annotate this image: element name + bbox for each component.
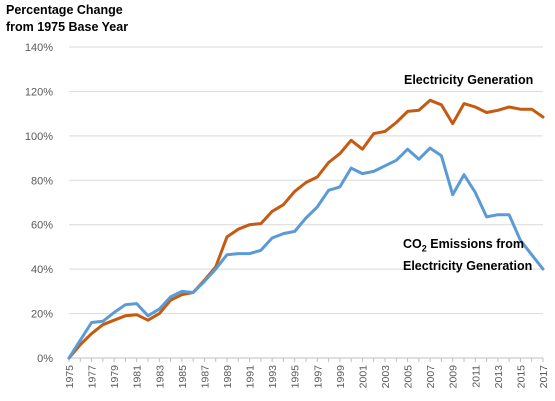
annotation-co2-line-1: CO2 Emissions from	[403, 236, 532, 258]
x-tick-label: 1995	[290, 365, 302, 389]
x-tick-label: 1993	[267, 365, 279, 389]
y-axis-title: Percentage Change from 1975 Base Year	[6, 2, 128, 36]
y-tick-label: 140%	[25, 42, 53, 54]
y-tick-label: 40%	[31, 264, 53, 276]
x-tick-label: 2007	[425, 365, 437, 389]
y-axis-title-line-2: from 1975 Base Year	[6, 20, 129, 34]
x-tick-label: 1979	[109, 365, 121, 389]
x-tick-label: 1991	[245, 365, 257, 389]
x-tick-labels: 1975 1977 1979 1981 1983 1985 1987 1989 1991 1993…	[64, 365, 550, 389]
y-axis-title-line-1: Percentage Change	[6, 3, 123, 17]
y-tick-label: 120%	[25, 86, 53, 98]
x-tick-label: 1985	[177, 365, 189, 389]
y-tick-label: 100%	[25, 131, 53, 143]
x-tick-label: 1997	[312, 365, 324, 389]
x-tick-label: 2009	[448, 365, 460, 389]
x-tick-label: 2017	[538, 365, 550, 389]
y-tick-label: 60%	[31, 220, 53, 232]
x-tick-label: 1989	[222, 365, 234, 389]
co2-subscript: 2	[421, 243, 427, 254]
grid-lines	[69, 46, 543, 315]
x-axis	[68, 357, 544, 362]
series-lines	[67, 98, 545, 360]
series-line-electricity-generation	[67, 98, 545, 360]
y-tick-label: 80%	[31, 175, 53, 187]
y-tick-label: 0%	[37, 353, 53, 365]
annotation-co2-line-2: Electricity Generation	[403, 258, 533, 273]
co2-prefix: CO	[403, 237, 422, 251]
y-tick-label: 20%	[31, 309, 53, 321]
x-tick-label: 1999	[335, 365, 347, 389]
x-tick-label: 1975	[64, 365, 76, 389]
x-tick-label: 2003	[380, 365, 392, 389]
x-tick-label: 2013	[493, 365, 505, 389]
series-line-co2-emissions	[67, 146, 545, 360]
x-tick-label: 1983	[154, 365, 166, 389]
annotation-co2-emissions: CO2 Emissions from Electricity Generatio…	[403, 236, 532, 275]
x-tick-label: 2001	[357, 365, 369, 389]
x-tick-label: 1987	[199, 365, 211, 389]
annotation-electricity-generation: Electricity Generation	[404, 73, 534, 87]
x-tick-label: 1981	[132, 365, 144, 389]
x-tick-label: 1977	[87, 365, 99, 389]
co2-rest: Emissions from	[426, 237, 525, 251]
y-tick-labels: 0% 20% 40% 60% 80% 100% 120% 140%	[25, 42, 53, 365]
x-tick-label: 2015	[515, 365, 527, 389]
x-tick-label: 2011	[470, 365, 482, 388]
x-tick-label: 2005	[403, 365, 415, 389]
